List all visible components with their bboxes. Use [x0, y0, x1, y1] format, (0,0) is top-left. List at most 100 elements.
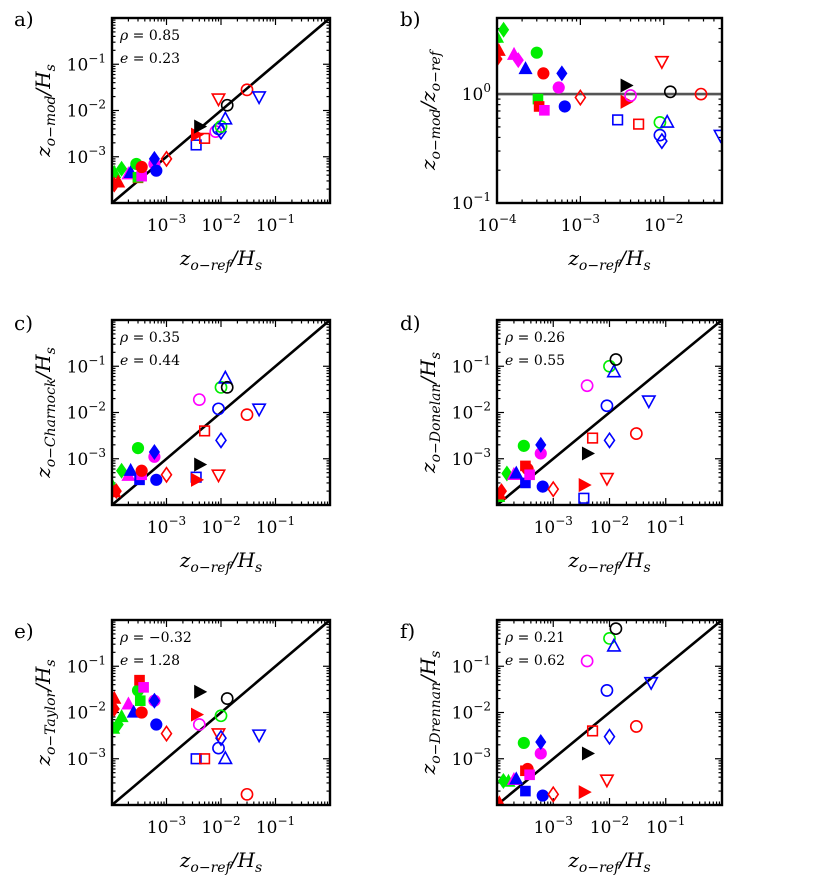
- plot-frame: [110, 318, 332, 507]
- data-point: [633, 118, 645, 130]
- y-tick-label: 10−1: [67, 51, 106, 75]
- data-point: [497, 795, 505, 805]
- x-tick-label: 10−2: [644, 212, 683, 236]
- data-points: [112, 674, 267, 801]
- data-point: [148, 150, 160, 167]
- x-tick-label: 10−3: [534, 814, 573, 838]
- one-to-one-line: [112, 18, 330, 203]
- data-point: [517, 736, 530, 750]
- x-tick-label: 10−2: [201, 514, 240, 538]
- x-axis-label: zo−ref/Hs: [179, 246, 262, 274]
- data-point: [497, 29, 505, 43]
- error-annotation: e = 0.55: [505, 353, 565, 369]
- data-points: [112, 369, 267, 500]
- data-point: [160, 150, 173, 168]
- data-point: [629, 427, 643, 440]
- data-point: [121, 696, 136, 710]
- y-tick-label: 100: [462, 81, 491, 105]
- y-tick-label: 10−2: [67, 98, 106, 122]
- x-axis-label: zo−ref/Hs: [567, 246, 650, 274]
- data-point: [600, 684, 614, 697]
- data-point: [210, 469, 227, 484]
- data-point: [191, 472, 205, 487]
- panel-label: f): [400, 619, 415, 643]
- data-point: [694, 87, 708, 101]
- y-axis-label: zo−Donelan/Hs: [416, 352, 444, 474]
- data-point: [520, 785, 531, 797]
- error-annotation: e = 0.62: [505, 653, 565, 669]
- data-point: [210, 93, 227, 108]
- data-point: [629, 720, 643, 733]
- data-point: [578, 478, 592, 493]
- data-point: [539, 105, 550, 116]
- data-point: [192, 718, 206, 731]
- plot-frame: [495, 618, 724, 807]
- axis-ticks: [496, 17, 723, 204]
- data-point: [609, 353, 623, 366]
- data-point: [578, 785, 592, 800]
- data-point: [497, 42, 506, 56]
- data-point: [512, 52, 524, 69]
- one-to-one-line: [112, 320, 330, 505]
- data-point: [643, 676, 659, 691]
- data-points: [497, 21, 722, 150]
- data-point: [190, 753, 202, 765]
- data-point: [138, 682, 149, 693]
- data-point: [240, 83, 254, 97]
- data-point: [198, 425, 211, 437]
- data-point: [215, 729, 227, 747]
- data-point: [123, 462, 138, 476]
- error-annotation: e = 0.23: [120, 51, 180, 67]
- x-axis-label: zo−ref/Hs: [179, 848, 262, 876]
- x-tick-label: 10−1: [646, 814, 685, 838]
- y-tick-label: 10−2: [67, 400, 106, 424]
- data-point: [547, 480, 560, 498]
- rho-annotation: ρ = 0.21: [504, 630, 565, 646]
- data-point: [586, 725, 599, 737]
- data-point: [606, 637, 622, 652]
- y-tick-label: 10−1: [67, 353, 106, 377]
- data-point: [112, 700, 120, 717]
- data-point: [215, 123, 227, 141]
- y-axis-label: zo−Drennan/Hs: [416, 651, 444, 776]
- data-point: [655, 132, 668, 150]
- data-point: [524, 769, 535, 781]
- data-point: [116, 462, 128, 479]
- data-points: [112, 83, 267, 193]
- x-tick-label: 10−3: [147, 814, 186, 838]
- plot-frame: [110, 16, 332, 205]
- data-point: [220, 380, 234, 394]
- data-point: [578, 492, 590, 504]
- data-point: [148, 692, 160, 709]
- y-tick-label: 10−3: [452, 446, 491, 470]
- panel-b: b) 10−4 10−3 10−2 10−1 100 zo−ref/Hs zo−mod/zo−…: [400, 7, 724, 274]
- data-point: [530, 46, 543, 59]
- y-axis-label: zo−Charnock/Hs: [31, 347, 59, 479]
- data-point: [135, 706, 148, 719]
- data-point: [214, 380, 228, 394]
- data-point: [251, 729, 267, 744]
- data-point: [251, 403, 267, 418]
- data-point: [600, 399, 614, 413]
- data-point: [251, 91, 267, 106]
- data-point: [240, 787, 254, 801]
- rho-annotation: ρ = 0.35: [119, 330, 180, 346]
- data-point: [574, 89, 587, 107]
- data-point: [198, 753, 211, 765]
- x-tick-label: 10−1: [256, 814, 295, 838]
- error-annotation: e = 0.44: [120, 353, 180, 369]
- data-point: [663, 85, 677, 99]
- data-point: [586, 432, 599, 444]
- data-point: [620, 78, 634, 93]
- data-point: [220, 98, 234, 112]
- y-axis-label: zo−Taylor/Hs: [31, 659, 59, 766]
- x-tick-label: 10−4: [477, 212, 517, 236]
- panel-f: f) 10−3 10−2 10−1 10−3 10−2 10−1 zo−ref/Hs zo−Dr…: [400, 618, 724, 876]
- panel-label: a): [14, 7, 34, 31]
- data-point: [134, 695, 146, 706]
- panel-a: a) 10−3 10−2 10−1 10−3 10−2 10−1 zo−ref/Hs zo−mo…: [14, 7, 332, 274]
- data-point: [599, 774, 615, 789]
- data-point: [606, 363, 622, 378]
- data-point: [547, 785, 560, 803]
- data-point: [517, 439, 530, 452]
